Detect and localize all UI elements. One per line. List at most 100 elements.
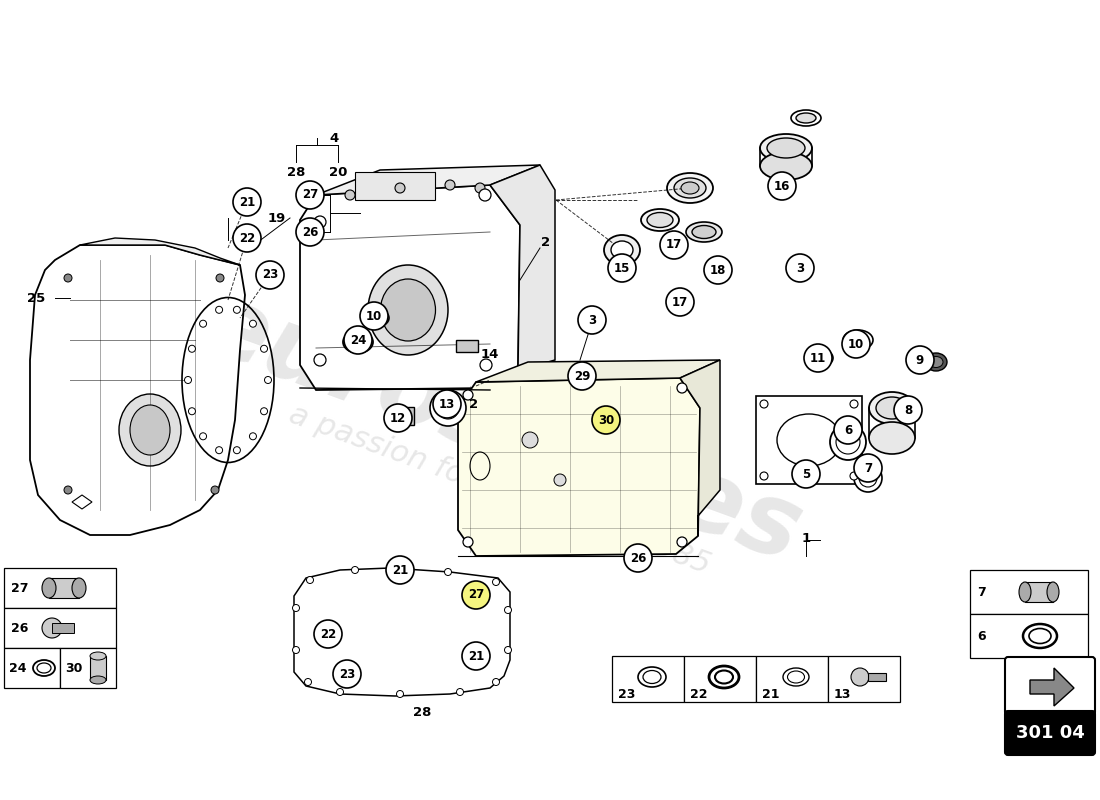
Circle shape bbox=[456, 689, 463, 695]
Circle shape bbox=[305, 678, 311, 686]
Circle shape bbox=[850, 472, 858, 480]
Text: 29: 29 bbox=[574, 370, 591, 382]
Circle shape bbox=[854, 454, 882, 482]
Circle shape bbox=[842, 330, 870, 358]
Text: 22: 22 bbox=[690, 687, 707, 701]
Circle shape bbox=[199, 320, 207, 327]
Ellipse shape bbox=[869, 392, 915, 424]
Bar bbox=[4, 648, 60, 688]
Circle shape bbox=[314, 620, 342, 648]
Circle shape bbox=[836, 430, 860, 454]
Circle shape bbox=[384, 404, 412, 432]
Circle shape bbox=[64, 274, 72, 282]
Text: a passion for cars since 1985: a passion for cars since 1985 bbox=[285, 400, 715, 580]
Circle shape bbox=[360, 302, 388, 330]
Ellipse shape bbox=[681, 182, 698, 194]
Ellipse shape bbox=[130, 405, 170, 455]
Circle shape bbox=[554, 474, 566, 486]
Circle shape bbox=[314, 354, 326, 366]
Circle shape bbox=[446, 180, 455, 190]
Circle shape bbox=[233, 188, 261, 216]
Text: 22: 22 bbox=[320, 627, 337, 641]
Text: 24: 24 bbox=[9, 662, 26, 674]
Circle shape bbox=[786, 254, 814, 282]
Circle shape bbox=[314, 216, 326, 228]
Ellipse shape bbox=[647, 213, 673, 227]
Polygon shape bbox=[80, 238, 240, 265]
Text: 26: 26 bbox=[301, 226, 318, 238]
Circle shape bbox=[760, 400, 768, 408]
Circle shape bbox=[792, 460, 820, 488]
Circle shape bbox=[462, 581, 490, 609]
Ellipse shape bbox=[791, 110, 821, 126]
Ellipse shape bbox=[368, 313, 384, 323]
Circle shape bbox=[264, 377, 272, 383]
Ellipse shape bbox=[604, 235, 640, 265]
Ellipse shape bbox=[767, 138, 805, 158]
Circle shape bbox=[250, 320, 256, 327]
Ellipse shape bbox=[807, 349, 833, 367]
Circle shape bbox=[261, 346, 267, 352]
Text: 21: 21 bbox=[468, 650, 484, 662]
Bar bbox=[355, 172, 434, 200]
Text: 24: 24 bbox=[350, 334, 366, 346]
Circle shape bbox=[480, 359, 492, 371]
Text: 5: 5 bbox=[802, 467, 810, 481]
Circle shape bbox=[261, 408, 267, 414]
Circle shape bbox=[834, 416, 862, 444]
Text: 2: 2 bbox=[541, 237, 551, 250]
Circle shape bbox=[307, 577, 314, 583]
Text: 19: 19 bbox=[267, 211, 286, 225]
Ellipse shape bbox=[641, 209, 679, 231]
Polygon shape bbox=[300, 185, 520, 390]
Text: 14: 14 bbox=[481, 347, 499, 361]
Ellipse shape bbox=[42, 578, 56, 598]
Text: 3: 3 bbox=[796, 262, 804, 274]
Circle shape bbox=[344, 326, 372, 354]
Text: 30: 30 bbox=[65, 662, 82, 674]
Text: 27: 27 bbox=[301, 189, 318, 202]
Text: 23: 23 bbox=[618, 687, 636, 701]
Circle shape bbox=[463, 390, 473, 400]
Circle shape bbox=[216, 306, 222, 314]
Ellipse shape bbox=[796, 113, 816, 123]
Text: 6: 6 bbox=[977, 630, 986, 642]
Circle shape bbox=[444, 569, 451, 575]
Polygon shape bbox=[1030, 668, 1074, 706]
Circle shape bbox=[185, 377, 191, 383]
Text: 27: 27 bbox=[11, 582, 29, 594]
Circle shape bbox=[433, 390, 461, 418]
Bar bbox=[756, 656, 828, 702]
Text: 22: 22 bbox=[239, 231, 255, 245]
Circle shape bbox=[624, 544, 652, 572]
Ellipse shape bbox=[1047, 582, 1059, 602]
Ellipse shape bbox=[119, 394, 182, 466]
Bar bbox=[1025, 582, 1053, 602]
Circle shape bbox=[760, 472, 768, 480]
Circle shape bbox=[333, 660, 361, 688]
Bar bbox=[402, 407, 414, 425]
Circle shape bbox=[337, 689, 343, 695]
Circle shape bbox=[894, 396, 922, 424]
Text: 28: 28 bbox=[412, 706, 431, 718]
Circle shape bbox=[256, 261, 284, 289]
Bar bbox=[684, 656, 756, 702]
Text: 21: 21 bbox=[239, 195, 255, 209]
Bar bbox=[456, 340, 478, 352]
Circle shape bbox=[505, 646, 512, 654]
Circle shape bbox=[395, 183, 405, 193]
Circle shape bbox=[293, 646, 299, 654]
Circle shape bbox=[578, 306, 606, 334]
Bar bbox=[868, 673, 886, 681]
Text: 17: 17 bbox=[666, 238, 682, 251]
Bar bbox=[828, 656, 900, 702]
Circle shape bbox=[437, 397, 459, 419]
Polygon shape bbox=[30, 245, 245, 535]
Circle shape bbox=[830, 424, 866, 460]
Bar bbox=[970, 570, 1088, 614]
Ellipse shape bbox=[876, 397, 907, 419]
Bar bbox=[756, 396, 862, 484]
Circle shape bbox=[296, 218, 324, 246]
Ellipse shape bbox=[348, 335, 369, 349]
Ellipse shape bbox=[363, 309, 389, 327]
